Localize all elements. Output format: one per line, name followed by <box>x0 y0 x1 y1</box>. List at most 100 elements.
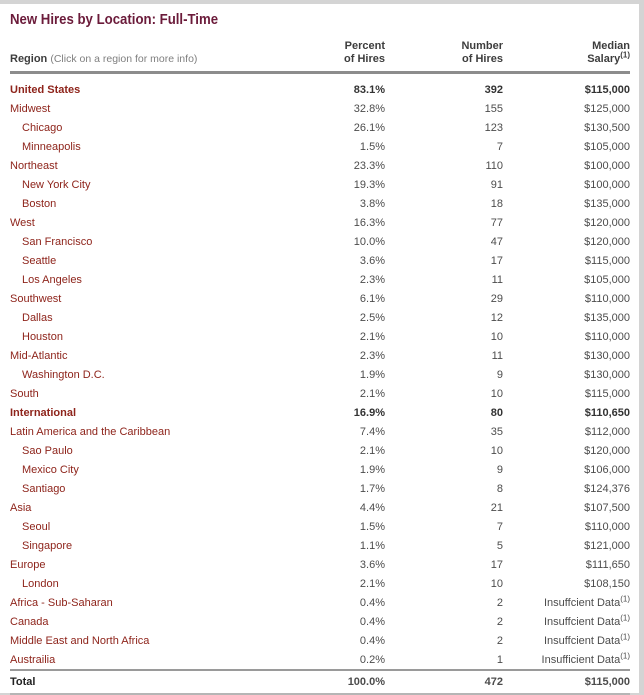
region-link[interactable]: Dallas <box>22 311 53 324</box>
number-cell: 10 <box>490 330 503 343</box>
salary-cell: $121,000 <box>584 539 630 552</box>
number-cell: 77 <box>490 216 503 229</box>
region-link[interactable]: Boston <box>22 197 57 210</box>
region-link[interactable]: New York City <box>22 178 91 191</box>
percent-cell: 0.4% <box>359 634 385 647</box>
percent-cell: 1.5% <box>359 140 385 153</box>
percent-cell: 7.4% <box>359 425 385 438</box>
column-header-number: Number of Hires <box>385 40 503 74</box>
table-header-row: Region (Click on a region for more info)… <box>10 40 630 74</box>
table-row: Midwest 32.8% 155 $125,000 <box>10 99 630 118</box>
region-link[interactable]: Southwest <box>10 292 62 305</box>
region-link[interactable]: Seattle <box>22 254 57 267</box>
total-row: Total 100.0% 472 $115,000 <box>10 669 630 695</box>
salary-cell: $120,000 <box>584 216 630 229</box>
region-link[interactable]: Santiago <box>22 482 66 495</box>
column-header-percent: Percent of Hires <box>290 40 385 74</box>
number-cell: 123 <box>484 121 503 134</box>
salary-cell: $130,500 <box>584 121 630 134</box>
table-row: Europe 3.6% 17 $111,650 <box>10 555 630 574</box>
number-cell: 2 <box>496 596 503 609</box>
number-cell: 12 <box>490 311 503 324</box>
table-row: San Francisco 10.0% 47 $120,000 <box>10 232 630 251</box>
region-link[interactable]: Sao Paulo <box>22 444 73 457</box>
table-row: Austrailia 0.2% 1 Insufficient Data(1) <box>10 650 630 670</box>
table-row: United States 83.1% 392 $115,000 <box>10 73 630 100</box>
percent-cell: 0.4% <box>359 615 385 628</box>
region-link[interactable]: Northeast <box>10 159 58 172</box>
table-row: Santiago 1.7% 8 $124,376 <box>10 479 630 498</box>
region-link[interactable]: International <box>10 406 77 419</box>
region-link[interactable]: Singapore <box>22 539 73 552</box>
salary-cell: $100,000 <box>584 178 630 191</box>
total-label: Total <box>10 669 290 695</box>
total-percent: 100.0% <box>290 669 385 695</box>
salary-cell: Insuffcient Data(1) <box>543 631 630 647</box>
salary-cell: $105,000 <box>584 273 630 286</box>
salary-cell: $130,000 <box>584 368 630 381</box>
percent-cell: 6.1% <box>359 292 385 305</box>
percent-cell: 23.3% <box>353 159 385 172</box>
region-link[interactable]: Minneapolis <box>22 140 81 153</box>
table-row: Seattle 3.6% 17 $115,000 <box>10 251 630 270</box>
table-row: New York City 19.3% 91 $100,000 <box>10 175 630 194</box>
number-cell: 7 <box>496 520 503 533</box>
footnote-marker: (1) <box>620 593 630 603</box>
region-link[interactable]: London <box>22 577 59 590</box>
salary-cell: $120,000 <box>584 444 630 457</box>
salary-cell: $120,000 <box>584 235 630 248</box>
salary-cell: Insuffcient Data(1) <box>543 593 630 609</box>
region-link[interactable]: Washington D.C. <box>22 368 105 381</box>
region-link[interactable]: South <box>10 387 39 400</box>
region-link[interactable]: Chicago <box>22 121 63 134</box>
region-link[interactable]: West <box>10 216 35 229</box>
region-link[interactable]: Middle East and North Africa <box>10 634 150 647</box>
number-cell: 80 <box>490 406 503 419</box>
region-link[interactable]: Latin America and the Caribbean <box>10 425 171 438</box>
region-link[interactable]: Los Angeles <box>22 273 82 286</box>
table-row: South 2.1% 10 $115,000 <box>10 384 630 403</box>
region-link[interactable]: Africa - Sub-Saharan <box>10 596 113 609</box>
region-link[interactable]: Mid-Atlantic <box>10 349 68 362</box>
table-row: Africa - Sub-Saharan 0.4% 2 Insuffcient … <box>10 593 630 612</box>
percent-cell: 2.3% <box>359 349 385 362</box>
salary-cell: Insuffcient Data(1) <box>543 612 630 628</box>
table-row: West 16.3% 77 $120,000 <box>10 213 630 232</box>
region-link[interactable]: Canada <box>10 615 49 628</box>
salary-cell: $115,000 <box>584 254 630 267</box>
table-row: London 2.1% 10 $108,150 <box>10 574 630 593</box>
number-cell: 21 <box>490 501 503 514</box>
table-body: United States 83.1% 392 $115,000 Midwest… <box>10 73 630 671</box>
table-row: Mid-Atlantic 2.3% 11 $130,000 <box>10 346 630 365</box>
percent-cell: 4.4% <box>359 501 385 514</box>
percent-cell: 16.9% <box>353 406 385 419</box>
region-link[interactable]: United States <box>10 83 81 96</box>
table-row: Washington D.C. 1.9% 9 $130,000 <box>10 365 630 384</box>
table-row: Middle East and North Africa 0.4% 2 Insu… <box>10 631 630 650</box>
region-link[interactable]: Houston <box>22 330 63 343</box>
salary-cell: $110,000 <box>584 330 630 343</box>
region-link[interactable]: Mexico City <box>22 463 79 476</box>
number-cell: 8 <box>496 482 503 495</box>
salary-cell: $115,000 <box>584 83 630 96</box>
footnote-marker: (1) <box>620 650 630 660</box>
number-cell: 2 <box>496 615 503 628</box>
region-link[interactable]: San Francisco <box>22 235 93 248</box>
region-link[interactable]: Europe <box>10 558 46 571</box>
table-row: Houston 2.1% 10 $110,000 <box>10 327 630 346</box>
number-cell: 5 <box>496 539 503 552</box>
table-row: Los Angeles 2.3% 11 $105,000 <box>10 270 630 289</box>
region-link[interactable]: Austrailia <box>10 653 56 666</box>
salary-cell: $125,000 <box>584 102 630 115</box>
number-cell: 7 <box>496 140 503 153</box>
table-row: Canada 0.4% 2 Insuffcient Data(1) <box>10 612 630 631</box>
region-link[interactable]: Asia <box>10 501 32 514</box>
region-header-label: Region <box>10 53 48 65</box>
region-link[interactable]: Seoul <box>22 520 51 533</box>
table-row: Northeast 23.3% 110 $100,000 <box>10 156 630 175</box>
percent-cell: 2.1% <box>359 387 385 400</box>
salary-cell: $106,000 <box>584 463 630 476</box>
region-link[interactable]: Midwest <box>10 102 51 115</box>
number-cell: 9 <box>496 463 503 476</box>
percent-cell: 16.3% <box>353 216 385 229</box>
